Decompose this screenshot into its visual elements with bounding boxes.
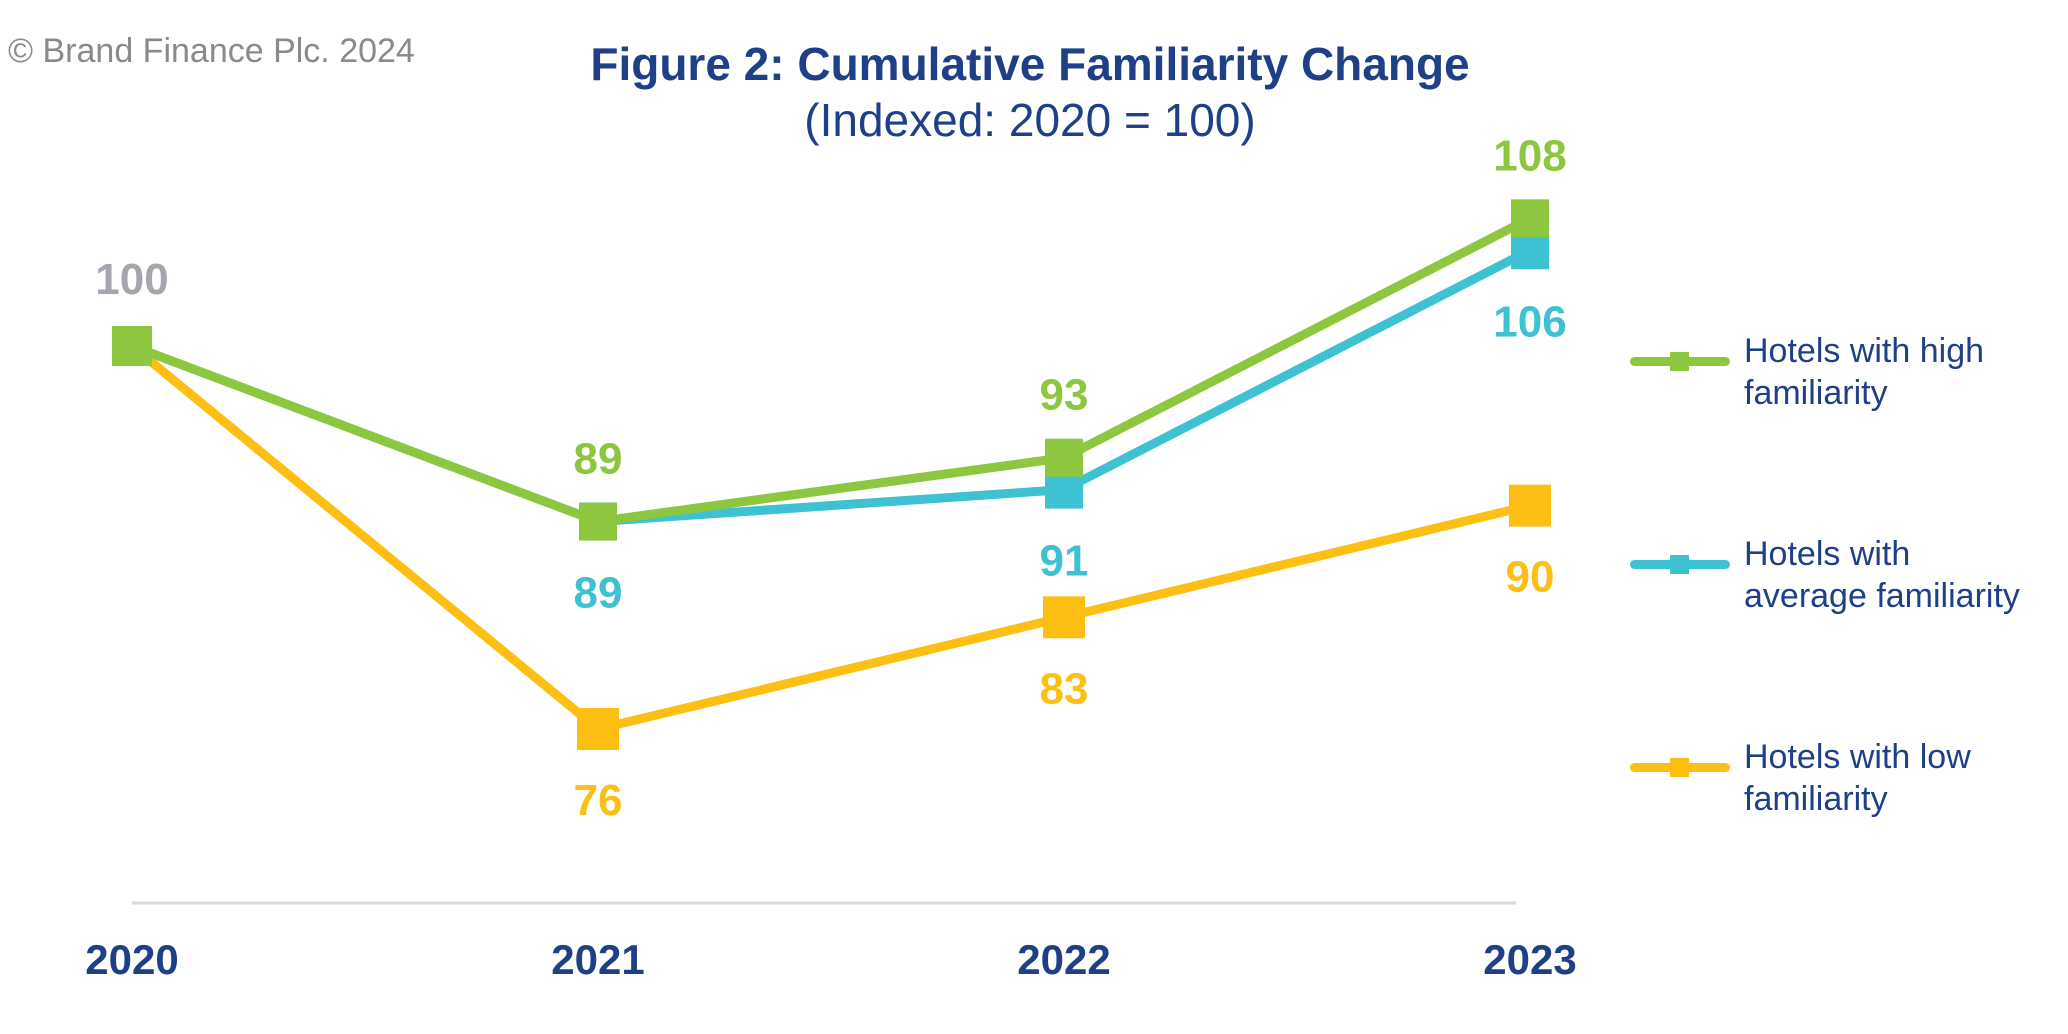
x-tick-2023: 2023: [1483, 936, 1576, 983]
marker-high-2021: [579, 502, 617, 541]
series-lines: [127, 213, 1535, 734]
marker-high-2022: [1045, 438, 1083, 477]
legend-label-average: Hotels with average familiarity: [1744, 535, 2020, 615]
x-tick-2020: 2020: [85, 936, 178, 983]
data-label-start-2020: 100: [95, 255, 168, 304]
data-label-average-2021: 89: [574, 569, 623, 618]
legend-swatch-low: [1630, 758, 1730, 777]
chart-title: Figure 2: Cumulative Familiarity Change: [590, 38, 1470, 90]
data-label-low-2023: 90: [1506, 553, 1555, 602]
legend-swatch-average: [1630, 555, 1730, 574]
marker-average-2022: [1045, 470, 1083, 509]
series-markers: [112, 199, 1551, 750]
marker-low-2023: [1509, 484, 1551, 527]
marker-low-2022: [1043, 596, 1085, 639]
marker-low-2021: [577, 708, 619, 750]
data-label-high-2023: 108: [1493, 131, 1566, 180]
copyright-text: © Brand Finance Plc. 2024: [8, 32, 415, 70]
x-tick-labels: 2020 2021 2022 2023: [85, 936, 1576, 983]
legend-swatch-high: [1630, 352, 1730, 371]
data-label-high-2022: 93: [1040, 371, 1089, 420]
series-line-high: [127, 213, 1535, 527]
legend-label-low: Hotels with low familiarity: [1744, 738, 1971, 818]
data-label-high-2021: 89: [574, 435, 623, 484]
series-line-low: [127, 341, 1535, 734]
data-label-low-2021: 76: [574, 776, 623, 825]
legend-item-low[interactable]: Hotels with low familiarity: [1630, 736, 2060, 826]
legend-label-high: Hotels with high familiarity: [1744, 332, 1985, 412]
data-labels: 89 93 108 89 91 106 76 83 90 100: [95, 131, 1566, 825]
marker-high-2023: [1511, 199, 1549, 238]
legend: Hotels with high familiarity Hotels with a…: [1630, 330, 2060, 939]
chart-subtitle: (Indexed: 2020 = 100): [804, 94, 1256, 146]
chart-title-block: Figure 2: Cumulative Familiarity Change …: [0, 36, 2068, 148]
series-line-average: [127, 245, 1535, 527]
data-label-low-2022: 83: [1040, 664, 1089, 713]
data-label-average-2022: 91: [1040, 537, 1089, 586]
legend-item-high[interactable]: Hotels with high familiarity: [1630, 330, 2060, 420]
x-tick-2022: 2022: [1017, 936, 1110, 983]
data-label-average-2023: 106: [1493, 297, 1566, 346]
marker-average-2023: [1511, 231, 1549, 270]
x-tick-2021: 2021: [551, 936, 644, 983]
legend-item-average[interactable]: Hotels with average familiarity: [1630, 533, 2060, 623]
marker-high-2020: [112, 326, 152, 366]
